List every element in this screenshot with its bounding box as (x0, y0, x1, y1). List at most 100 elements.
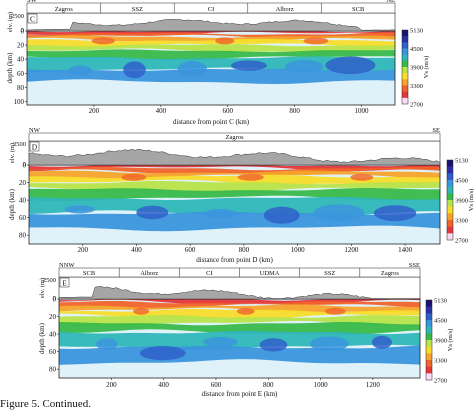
x-tick-label: 400 (156, 107, 167, 115)
colorbar-swatch (402, 73, 408, 80)
elevation-tick-label: 2500 (13, 141, 26, 148)
x-tick-label: 400 (131, 246, 142, 254)
colorbar-swatch (426, 326, 432, 334)
colorbar-swatch (402, 54, 408, 62)
high-velocity-anomaly (133, 307, 150, 315)
segment-label: Zagros (55, 6, 74, 13)
panel-letter-box (59, 277, 70, 288)
low-velocity-anomaly (259, 338, 288, 352)
segment-strip (28, 132, 441, 142)
colorbar-swatch (447, 186, 453, 194)
panel-E: 0 20 40 60 80 depth (km) 200 400 600 800 1000 1200 d… (38, 262, 454, 398)
colorbar-swatch (426, 320, 432, 327)
depth-tick-label: 40 (17, 56, 25, 64)
elevation-axis-label: elv. (m) (9, 143, 16, 163)
colorbar-swatch (402, 79, 408, 86)
high-velocity-anomaly (91, 37, 115, 45)
depth-tick-label: 80 (49, 366, 57, 374)
high-velocity-anomaly (350, 173, 374, 181)
colorbar-swatch (402, 60, 408, 68)
colorbar-swatch (402, 67, 408, 74)
high-velocity-anomaly (237, 173, 264, 181)
x-tick-label: 400 (158, 381, 169, 389)
colorbar-tick-label: 2700 (410, 102, 423, 109)
depth-tick-label: 0 (53, 296, 57, 304)
colorbar-frame (446, 159, 454, 241)
x-tick-label: 200 (77, 246, 88, 254)
low-velocity-anomaly (325, 56, 376, 75)
low-velocity-anomaly (203, 209, 237, 219)
colorbar-tick-label: 2700 (434, 378, 447, 385)
profile-start-label: NW (29, 127, 41, 134)
colorbar-swatch (402, 85, 408, 92)
colorbar-swatch (426, 333, 432, 341)
elevation-tick-label: 0 (53, 295, 56, 302)
segment-label: CI (208, 6, 215, 13)
x-tick-label: 1200 (344, 246, 359, 254)
segment-label: Zagros (225, 134, 244, 141)
depth-axis-label: depth (km) (6, 52, 14, 84)
topography-profile (26, 19, 396, 32)
x-tick-label: 600 (222, 107, 233, 115)
low-velocity-anomaly (373, 205, 417, 222)
colorbar-tick-label: 3900 (455, 198, 468, 205)
x-axis-label: distance from point C (km) (173, 118, 250, 126)
segment-label: Alborz (140, 270, 158, 277)
low-velocity-anomaly (230, 60, 267, 71)
segment-label: SSZ (324, 270, 335, 277)
x-tick-label: 1400 (398, 246, 413, 254)
low-velocity-anomaly (123, 61, 146, 79)
profile-end-label: SSE (409, 262, 420, 269)
profile-start-label: NNW (59, 262, 75, 269)
colorbar-label: Vs (m/s) (447, 329, 454, 352)
topography-profile (28, 148, 441, 166)
colorbar-swatch (402, 30, 408, 37)
colorbar-swatch (426, 346, 432, 354)
colorbar-swatch (426, 366, 432, 374)
colorbar-swatch (426, 300, 432, 307)
colorbar-tick-label: 4500 (410, 46, 423, 53)
segment-label: SCB (352, 6, 365, 13)
low-velocity-anomaly (177, 61, 207, 77)
segment-label: SCB (83, 270, 96, 277)
velocity-band (27, 35, 395, 42)
colorbar-tick-label: 2700 (455, 238, 468, 245)
panel-letter-box (29, 141, 40, 152)
colorbar-swatch (402, 48, 408, 55)
colorbar-swatch (447, 213, 453, 221)
colorbar-swatch (402, 36, 408, 43)
depth-tick-label: 20 (19, 179, 27, 187)
colorbar-swatch (447, 160, 453, 167)
colorbar-swatch (447, 200, 453, 207)
colorbar-swatch (447, 233, 453, 241)
depth-axis-label: depth (km) (38, 322, 46, 354)
low-velocity-anomaly (313, 204, 365, 222)
colorbar-tick-label: 5130 (455, 158, 468, 165)
depth-tick-label: 0 (21, 28, 25, 36)
colorbar-swatch (402, 42, 408, 49)
x-tick-label: 1000 (291, 246, 306, 254)
x-tick-label: 600 (211, 381, 222, 389)
colorbar-swatch (426, 360, 432, 367)
high-velocity-anomaly (215, 37, 235, 45)
colorbar-tick-label: 4500 (434, 318, 447, 325)
depth-tick-label: 60 (17, 70, 25, 78)
colorbar-swatch (447, 166, 453, 174)
high-velocity-anomaly (324, 307, 346, 315)
x-tick-label: 1200 (366, 381, 381, 389)
low-velocity-anomaly (136, 205, 169, 220)
colorbar-label: Vs (m/s) (468, 189, 474, 212)
x-tick-label: 600 (185, 246, 196, 254)
panel-letter: E (62, 279, 67, 288)
low-velocity-anomaly (96, 338, 118, 350)
profile-end-label: NE (386, 0, 395, 4)
panel-letter: D (32, 143, 38, 152)
elevation-tick-label: 2500 (11, 13, 24, 20)
colorbar-swatch (426, 340, 432, 347)
x-tick-label: 800 (239, 246, 250, 254)
colorbar-swatch (447, 180, 453, 187)
x-tick-label: 1000 (355, 107, 370, 115)
elevation-axis-label: elv. (m) (39, 278, 46, 298)
depth-tick-label: 80 (19, 232, 27, 240)
velocity-band (59, 321, 420, 335)
